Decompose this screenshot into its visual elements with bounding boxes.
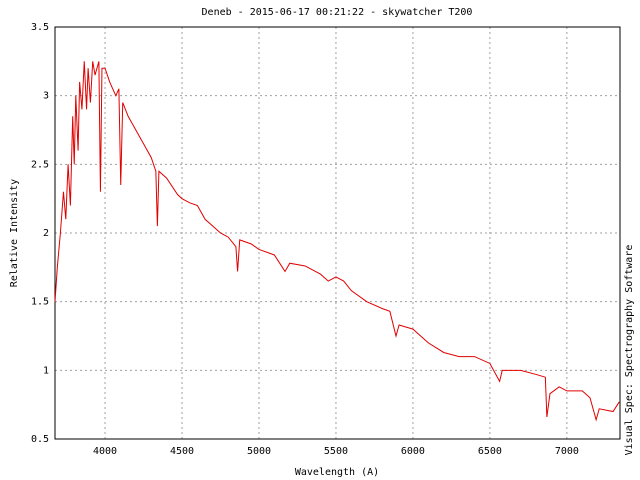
y-tick-label: 0.5 — [31, 434, 49, 445]
chart-title: Deneb - 2015-06-17 00:21:22 - skywatcher… — [202, 7, 473, 18]
y-tick-label: 1.5 — [31, 297, 49, 308]
y-tick-label: 3 — [43, 91, 49, 102]
x-tick-label: 6000 — [401, 446, 425, 457]
y-tick-label: 1 — [43, 365, 49, 376]
x-tick-label: 7000 — [555, 446, 579, 457]
x-tick-label: 6500 — [478, 446, 502, 457]
x-tick-label: 4000 — [93, 446, 117, 457]
y-axis-label: Relative Intensity — [9, 179, 20, 287]
plot-frame — [54, 26, 621, 440]
y-tick-label: 2.5 — [31, 159, 49, 170]
x-axis-label: Wavelength (A) — [295, 467, 379, 478]
y-tick-label: 2 — [43, 228, 49, 239]
x-tick-label: 5500 — [324, 446, 348, 457]
x-tick-label: 4500 — [170, 446, 194, 457]
y-tick-label: 3.5 — [31, 22, 49, 33]
spectrum-line — [54, 61, 620, 422]
side-label: Visual Spec: Spectrography Software — [624, 245, 635, 456]
x-tick-label: 5000 — [247, 446, 271, 457]
